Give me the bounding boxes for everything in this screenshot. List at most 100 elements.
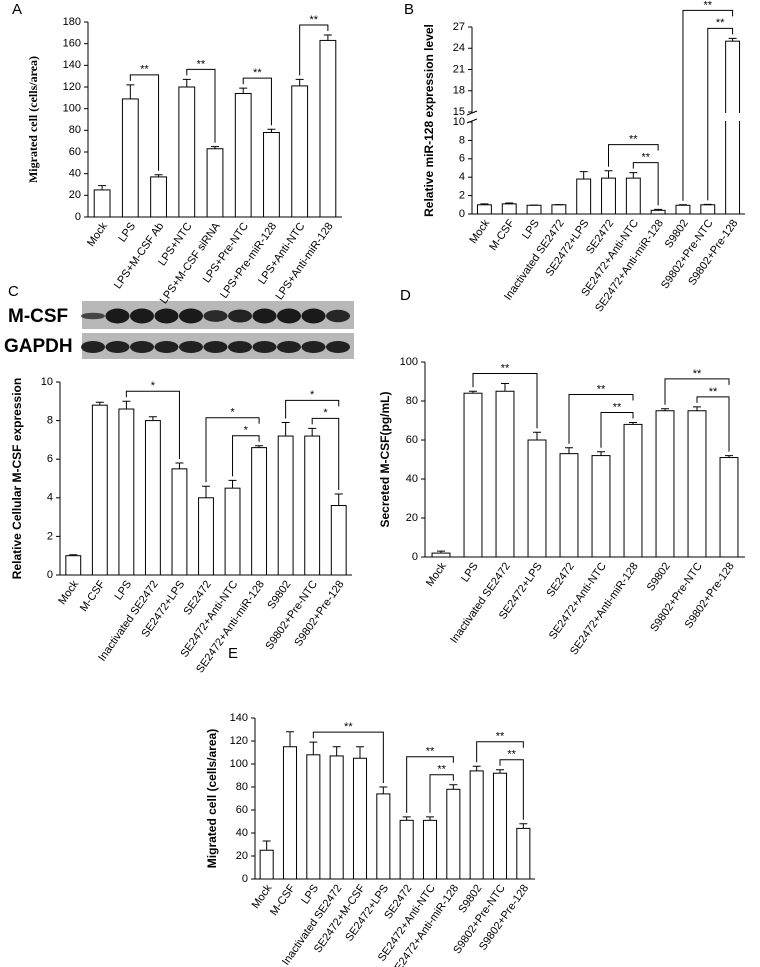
y-tick-label: 0 — [459, 208, 465, 220]
bar — [700, 204, 716, 215]
error-bar — [725, 455, 733, 458]
error-bar — [95, 401, 104, 406]
bar — [198, 497, 214, 576]
error-bar — [469, 390, 477, 394]
y-tick-label: 60 — [236, 804, 248, 816]
y-tick-label: 100 — [400, 356, 418, 368]
error-bar — [437, 550, 445, 554]
blot-band — [105, 308, 130, 324]
panel-label: B — [404, 1, 414, 18]
significance-bracket — [125, 390, 180, 460]
significance-label: ** — [716, 17, 725, 29]
significance-bracket — [186, 68, 216, 143]
error-bar — [126, 84, 135, 99]
y-tick-label: 10 — [453, 116, 465, 128]
bar — [687, 410, 707, 558]
bar — [329, 755, 344, 880]
blot-band — [130, 308, 154, 324]
blot-band — [203, 310, 228, 322]
error-bar — [69, 554, 78, 556]
error-bar — [267, 128, 276, 133]
significance-bracket — [600, 411, 634, 448]
significance-label: ** — [613, 401, 622, 413]
blot-band — [154, 308, 179, 324]
blot-band — [252, 308, 277, 324]
bar — [330, 505, 347, 576]
significance-label: * — [151, 380, 156, 392]
significance-bracket — [568, 393, 634, 444]
significance-label: ** — [309, 14, 318, 26]
bar — [319, 39, 337, 218]
significance-label: * — [310, 389, 315, 401]
significance-label: ** — [496, 731, 505, 743]
error-bar — [239, 87, 248, 94]
bar — [625, 177, 641, 215]
error-bar — [148, 416, 157, 421]
error-bar — [654, 208, 663, 211]
error-bar — [228, 479, 237, 489]
y-axis-label: Relative miR-128 expression level — [422, 24, 436, 217]
bar — [446, 788, 461, 880]
bar — [118, 408, 135, 576]
y-tick-label: 140 — [230, 712, 248, 724]
error-bar — [122, 400, 131, 410]
significance-bracket — [476, 741, 524, 763]
bar — [304, 435, 321, 576]
significance-label: ** — [140, 64, 149, 76]
error-bar — [308, 427, 317, 437]
bar — [376, 793, 391, 880]
error-bar — [449, 784, 458, 790]
bar — [93, 189, 111, 218]
significance-bracket — [232, 435, 260, 477]
error-bar — [309, 741, 318, 755]
y-tick-label: 120 — [230, 735, 248, 747]
error-bar — [472, 765, 481, 771]
panel-label: E — [228, 645, 238, 662]
bar — [282, 746, 298, 880]
bar — [501, 203, 517, 215]
bar — [551, 204, 567, 215]
error-bar — [323, 34, 332, 41]
bar — [144, 420, 161, 576]
significance-bracket — [707, 27, 734, 201]
bar — [277, 435, 294, 576]
y-tick-label: 140 — [63, 59, 81, 71]
y-tick-label: 10 — [41, 376, 53, 388]
significance-bracket — [696, 396, 730, 452]
y-tick-label: 60 — [406, 434, 418, 446]
significance-label: ** — [426, 746, 435, 758]
y-tick-label: 20 — [236, 850, 248, 862]
significance-bracket — [129, 74, 160, 171]
y-tick-label: 4 — [459, 171, 465, 183]
bar — [495, 390, 515, 558]
y-tick-label: 20 — [69, 189, 81, 201]
blot-band — [326, 309, 350, 323]
y-tick-label: 60 — [69, 146, 81, 158]
bar — [675, 204, 691, 215]
error-bar — [262, 840, 271, 851]
significance-bracket — [299, 24, 329, 76]
significance-bracket — [242, 77, 272, 126]
bar — [352, 757, 368, 880]
significance-bracket — [472, 372, 538, 429]
error-bar — [501, 382, 509, 392]
bar — [463, 392, 483, 558]
blot-band — [81, 312, 105, 320]
bar — [526, 204, 542, 215]
error-bar — [661, 408, 669, 411]
blot-band — [179, 341, 203, 353]
significance-label: ** — [709, 386, 718, 398]
blot-band — [252, 341, 277, 353]
y-tick-label: 20 — [406, 512, 418, 524]
blot-band — [301, 308, 326, 324]
significance-label: ** — [641, 152, 650, 164]
y-axis-label: Migrated cell (cells/area) — [205, 729, 219, 868]
error-bar — [693, 406, 701, 411]
y-tick-label: 40 — [406, 473, 418, 485]
significance-bracket — [311, 417, 340, 490]
blot-band — [154, 341, 179, 353]
panel-label: C — [8, 283, 19, 300]
error-bar — [356, 746, 364, 759]
error-bar — [496, 769, 504, 774]
y-tick-label: 120 — [63, 81, 81, 93]
